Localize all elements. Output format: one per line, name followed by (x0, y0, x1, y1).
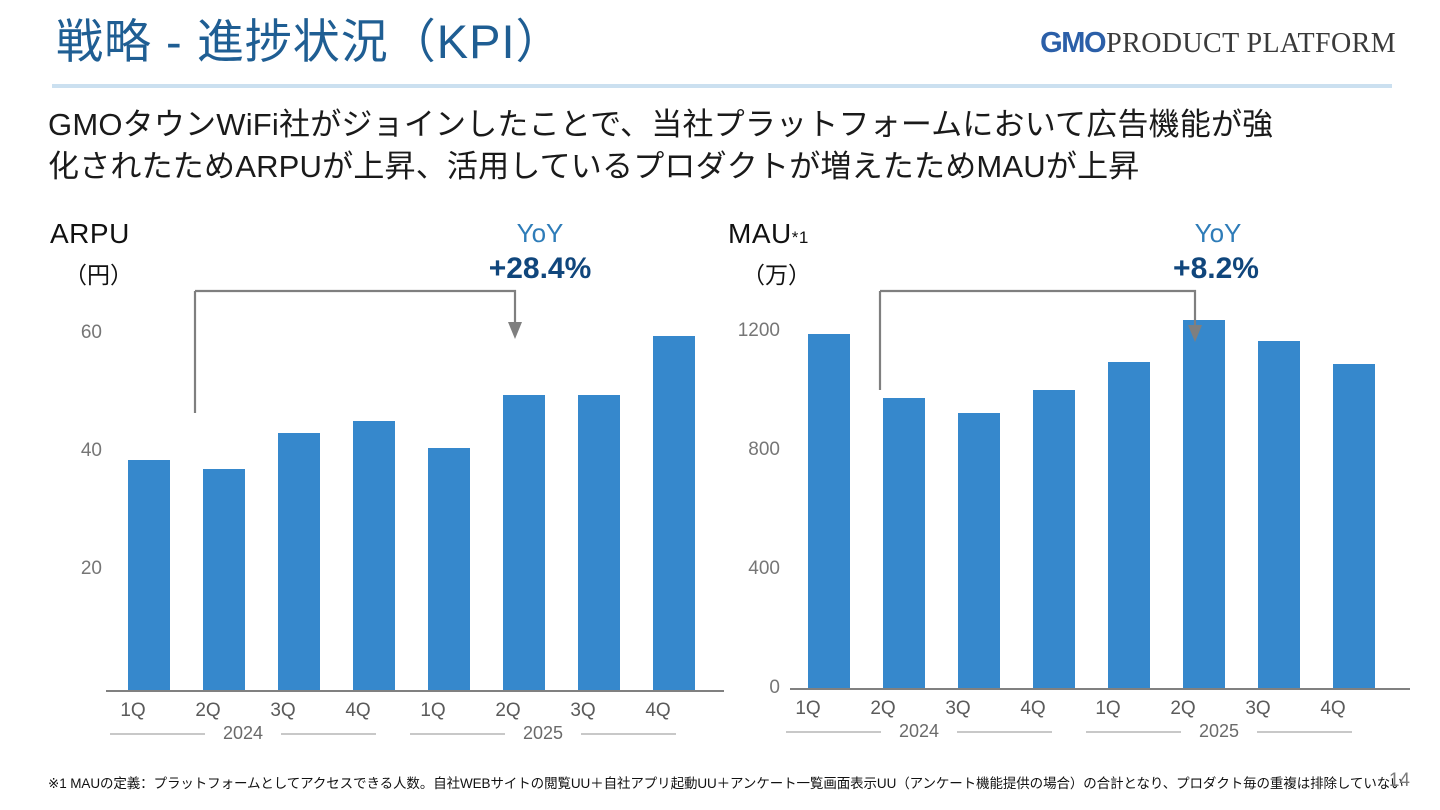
chart-arpu-yoy-label: YoY (516, 218, 564, 248)
bar-mau-2025-1Q (1108, 362, 1150, 688)
chart-mau-x-axis (790, 688, 1410, 690)
chart-arpu-xlabel-0: 1Q (120, 700, 146, 721)
chart-arpu-xlabel-6: 3Q (570, 700, 596, 721)
footnote: ※1 MAUの定義：プラットフォームとしてアクセスできる人数。自社WEBサイトの… (48, 776, 1404, 791)
bar-mau-2024-2Q (883, 398, 925, 688)
chart-arpu-year-2024: 2024 (222, 723, 264, 743)
chart-mau-xlabel-0: 1Q (795, 698, 821, 719)
lead-line-1: GMOタウンWiFi社がジョインしたことで、当社プラットフォームにおいて広告機能… (48, 107, 1274, 142)
chart-mau-title: MAU*1 (728, 218, 809, 250)
header-divider (52, 84, 1392, 88)
chart-arpu-unit: （円） (64, 262, 133, 288)
chart-mau-unit: （万） (742, 262, 811, 288)
chart-arpu-bars (106, 218, 724, 690)
chart-arpu-plot: 60 40 20 1Q 2Q 3Q 4Q 1Q 2Q 3Q (40, 218, 730, 748)
chart-mau-year-2025: 2025 (1198, 721, 1240, 741)
chart-mau-year-rule-2025-right (1257, 731, 1352, 733)
chart-arpu: ARPU （円） YoY +28.4% 60 40 20 (40, 218, 730, 748)
page-number: 14 (1388, 770, 1410, 791)
chart-mau-xlabel-1: 2Q (870, 698, 896, 719)
bar-mau-2024-1Q (808, 334, 850, 688)
chart-arpu-xlabel-7: 4Q (645, 700, 671, 721)
chart-mau-year-rule-2024-right (957, 731, 1052, 733)
chart-arpu-ytick-20: 20 (80, 558, 102, 579)
chart-mau-xlabel-6: 3Q (1245, 698, 1271, 719)
chart-arpu-year-rule-2025-left (410, 733, 505, 735)
chart-arpu-year-rule-2024-left (110, 733, 205, 735)
chart-mau-bars (790, 218, 1410, 688)
chart-arpu-xlabel-2: 3Q (270, 700, 296, 721)
chart-mau-ytick-400: 400 (748, 558, 780, 579)
chart-mau-ytick-0: 0 (769, 677, 780, 698)
chart-arpu-title: ARPU (50, 218, 130, 250)
logo-gmo-text: GMO (1040, 27, 1106, 59)
chart-mau-ytick-1200: 1200 (737, 320, 780, 341)
chart-mau-yoy-label: YoY (1194, 218, 1242, 248)
chart-arpu-year-rule-2024-right (281, 733, 376, 735)
chart-arpu-year-rule-2025-right (581, 733, 676, 735)
bar-arpu-2025-2Q (503, 395, 545, 690)
lead-paragraph: GMOタウンWiFi社がジョインしたことで、当社プラットフォームにおいて広告機能… (48, 104, 1398, 188)
bar-arpu-2024-1Q (128, 460, 170, 690)
bar-mau-2024-3Q (958, 413, 1000, 688)
chart-arpu-yoy-value: +28.4% (488, 252, 592, 285)
chart-mau-plot: 1200 800 400 0 1Q 2Q 3Q 4Q 1Q (718, 218, 1418, 748)
chart-arpu-ytick-60: 60 (80, 322, 102, 343)
chart-arpu-ytick-40: 40 (80, 440, 102, 461)
chart-arpu-xlabel-3: 4Q (345, 700, 371, 721)
chart-arpu-title-text: ARPU (50, 218, 130, 249)
chart-mau-title-sup: *1 (791, 228, 809, 247)
bar-arpu-2024-4Q (353, 421, 395, 690)
chart-arpu-year-2025: 2025 (522, 723, 564, 743)
logo-product-platform-text: PRODUCT PLATFORM (1106, 28, 1396, 59)
bar-arpu-2024-3Q (278, 433, 320, 690)
bar-mau-2025-2Q (1183, 320, 1225, 688)
chart-mau: MAU*1 （万） YoY +8.2% 1200 800 400 0 (718, 218, 1418, 748)
brand-logo: GMO PRODUCT PLATFORM (1040, 27, 1396, 60)
chart-arpu-xlabel-5: 2Q (495, 700, 521, 721)
bar-arpu-2025-4Q (653, 336, 695, 690)
chart-mau-ytick-800: 800 (748, 439, 780, 460)
chart-mau-xlabel-3: 4Q (1020, 698, 1046, 719)
chart-arpu-x-axis (106, 690, 724, 692)
chart-mau-title-text: MAU (728, 218, 792, 249)
chart-arpu-xlabel-4: 1Q (420, 700, 446, 721)
bar-arpu-2025-3Q (578, 395, 620, 690)
page-title: 戦略 - 進捗状況（KPI） (56, 15, 564, 68)
chart-mau-xlabel-4: 1Q (1095, 698, 1121, 719)
chart-mau-xlabel-7: 4Q (1320, 698, 1346, 719)
chart-mau-yoy-value: +8.2% (1173, 252, 1259, 285)
bar-arpu-2025-1Q (428, 448, 470, 690)
bar-arpu-2024-2Q (203, 469, 245, 690)
chart-mau-year-rule-2025-left (1086, 731, 1181, 733)
lead-line-2: 化されたためARPUが上昇、活用しているプロダクトが増えたためMAUが上昇 (48, 149, 1140, 184)
bar-mau-2024-4Q (1033, 390, 1075, 688)
chart-mau-year-2024: 2024 (898, 721, 940, 741)
chart-mau-xlabel-5: 2Q (1170, 698, 1196, 719)
bar-mau-2025-4Q (1333, 364, 1375, 688)
chart-arpu-xlabel-1: 2Q (195, 700, 221, 721)
bar-mau-2025-3Q (1258, 341, 1300, 688)
chart-mau-xlabel-2: 3Q (945, 698, 971, 719)
chart-mau-year-rule-2024-left (786, 731, 881, 733)
